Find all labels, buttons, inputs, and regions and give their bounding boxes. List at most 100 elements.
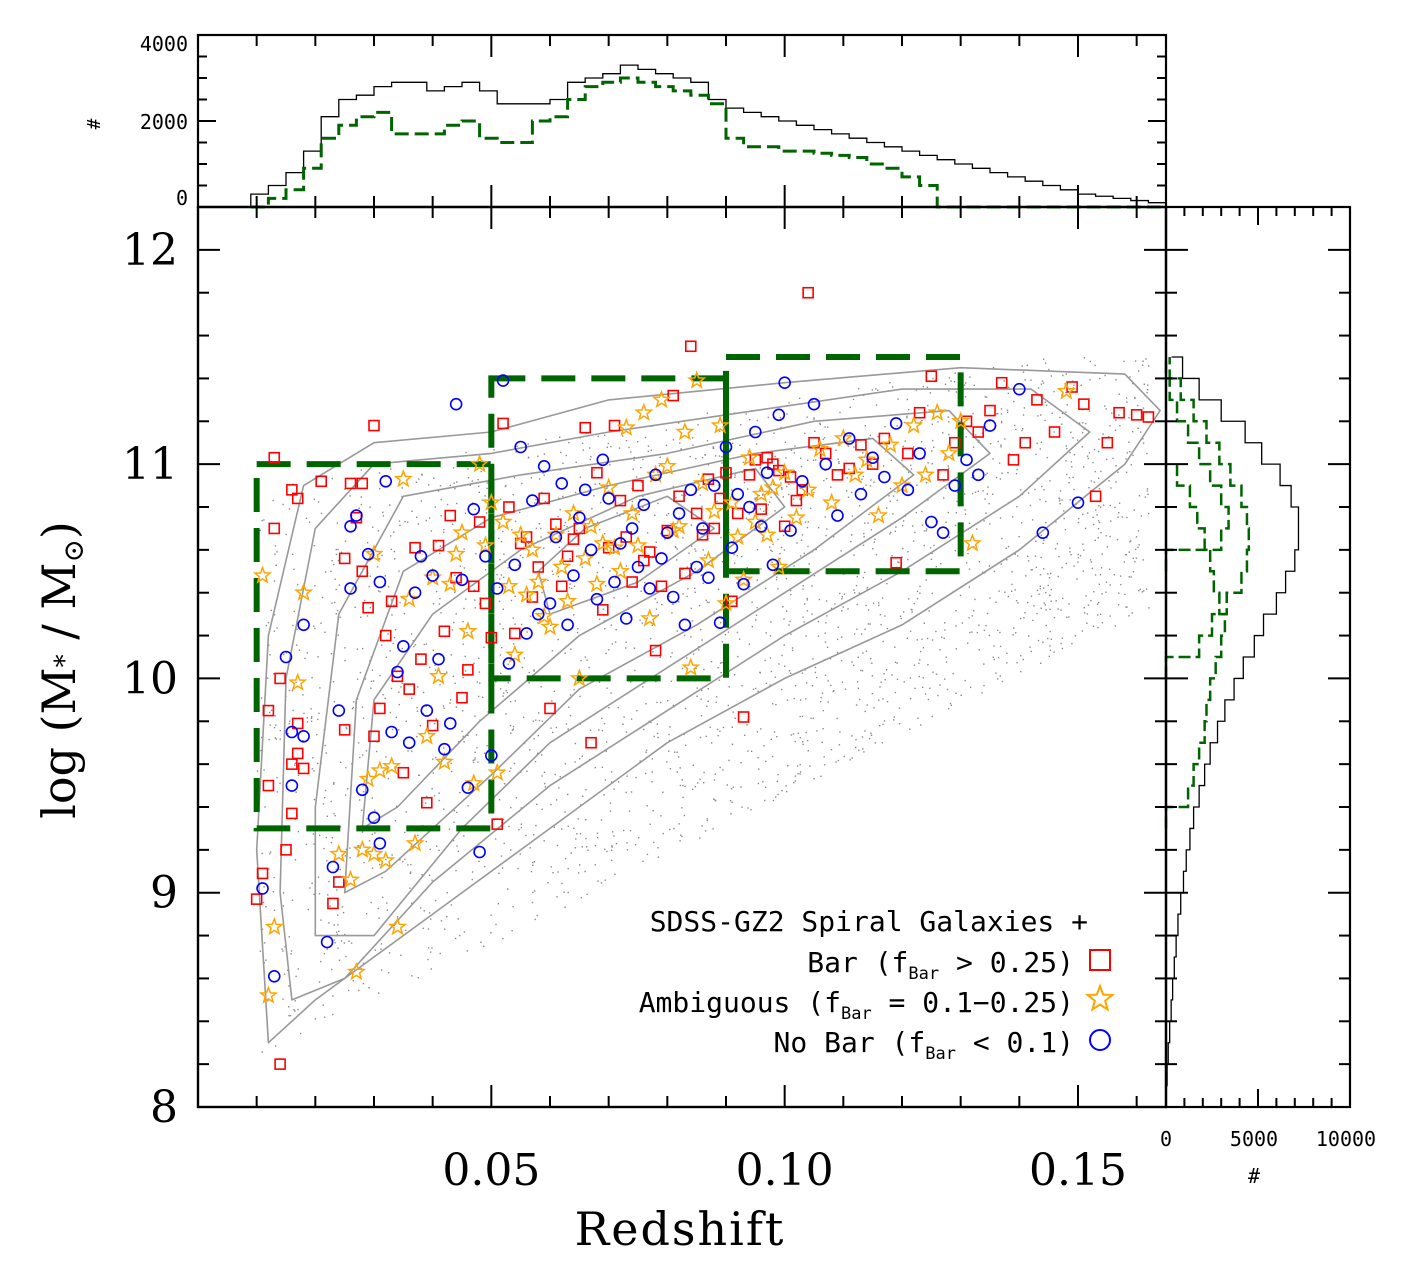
background-dot (692, 653, 695, 655)
background-dot (1012, 634, 1014, 636)
background-dot (1061, 499, 1063, 501)
nobar-galaxy-marker (913, 447, 926, 460)
background-dot (407, 750, 409, 752)
background-dot (579, 695, 581, 698)
background-dot (330, 653, 333, 655)
bar-galaxy-marker (262, 704, 275, 717)
background-dot (1114, 429, 1117, 431)
background-dot (505, 485, 507, 487)
background-dot (801, 672, 804, 674)
background-dot (344, 540, 347, 542)
background-dot (860, 481, 862, 483)
background-dot (1044, 401, 1047, 403)
background-dot (506, 691, 509, 694)
background-dot (1146, 488, 1149, 490)
background-dot (1092, 625, 1095, 627)
background-dot (393, 550, 395, 553)
background-dot (390, 548, 392, 551)
background-dot (660, 815, 662, 817)
bar-galaxy-marker (415, 653, 427, 665)
background-dot (819, 422, 821, 425)
background-dot (847, 608, 849, 610)
background-dot (1128, 551, 1130, 553)
background-dot (784, 665, 786, 667)
background-dot (274, 545, 277, 547)
background-dot (960, 694, 962, 696)
background-dot (597, 837, 599, 839)
background-dot (344, 933, 346, 936)
bar-galaxy-marker (274, 672, 286, 685)
legend-ambiguous-suffix: = 0.1−0.25) (872, 986, 1074, 1019)
background-dot (574, 761, 576, 763)
background-dot (443, 808, 445, 810)
background-dot (329, 905, 331, 907)
background-dot (945, 487, 947, 489)
background-dot (351, 708, 354, 710)
background-dot (1093, 523, 1095, 526)
background-dot (807, 459, 809, 461)
nobar-galaxy-marker (1036, 526, 1050, 540)
background-dot (338, 930, 340, 932)
ambiguous-galaxy-marker (962, 533, 983, 552)
background-dot (480, 941, 482, 943)
background-dot (771, 550, 773, 553)
background-dot (512, 643, 515, 645)
background-dot (511, 930, 513, 932)
y-tick-label: 10 (122, 653, 178, 704)
background-dot (931, 439, 934, 442)
nobar-galaxy-marker (520, 627, 533, 640)
background-dot (268, 868, 270, 870)
background-dot (372, 680, 375, 682)
background-dot (734, 674, 736, 676)
background-dot (1109, 584, 1111, 586)
nobar-galaxy-marker (690, 560, 703, 574)
background-dot (330, 800, 332, 803)
background-dot (320, 512, 323, 515)
background-dot (581, 442, 584, 445)
background-dot (288, 985, 290, 987)
background-dot (709, 726, 711, 728)
background-dot (563, 891, 565, 893)
background-dot (684, 785, 686, 787)
background-dot (379, 863, 381, 866)
background-dot (322, 803, 325, 805)
background-dot (602, 566, 604, 569)
background-dot (802, 743, 804, 746)
background-dot (708, 601, 710, 604)
background-dot (1069, 451, 1071, 454)
background-dot (924, 447, 926, 450)
background-dot (736, 631, 739, 634)
background-dot (770, 621, 772, 623)
background-dot (1039, 499, 1041, 501)
background-dot (505, 689, 507, 692)
background-dot (754, 499, 756, 501)
background-dot (1082, 422, 1084, 424)
background-dot (1042, 382, 1045, 384)
background-dot (1071, 466, 1073, 468)
ambiguous-galaxy-marker (499, 576, 519, 595)
selection-box (723, 354, 964, 575)
background-dot (822, 728, 824, 730)
ambiguous-galaxy-marker (481, 492, 501, 511)
background-dot (814, 430, 816, 432)
background-dot (782, 606, 784, 608)
bar-galaxy-marker (262, 779, 275, 792)
nobar-galaxy-marker (479, 549, 492, 563)
background-dot (556, 844, 559, 847)
background-dot (279, 738, 281, 740)
background-dot (973, 384, 975, 386)
background-dot (901, 459, 903, 462)
background-dot (983, 663, 985, 665)
background-dot (1015, 632, 1017, 634)
background-dot (1146, 490, 1149, 492)
background-dot (913, 602, 915, 605)
bar-galaxy-marker (538, 492, 550, 505)
background-dot (314, 1018, 316, 1020)
background-dot (522, 556, 524, 559)
background-dot (1142, 407, 1145, 409)
background-dot (718, 455, 721, 457)
background-dot (727, 704, 729, 707)
background-dot (855, 739, 857, 741)
background-dot (504, 485, 507, 488)
background-dot (1147, 493, 1149, 495)
